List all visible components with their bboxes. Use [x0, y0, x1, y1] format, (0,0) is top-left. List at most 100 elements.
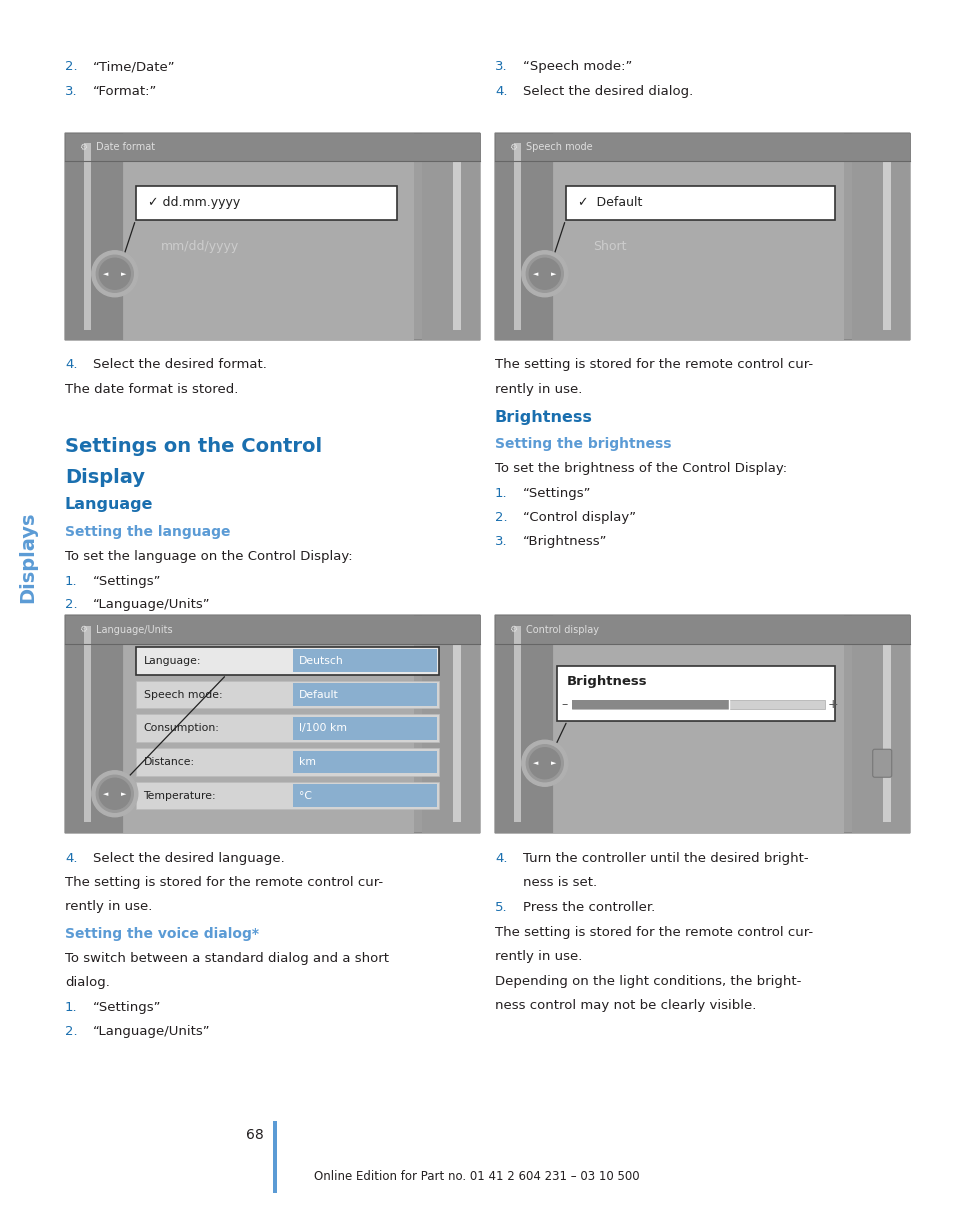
Text: To set the language on the Control Display:: To set the language on the Control Displ… — [65, 550, 353, 563]
Circle shape — [521, 740, 567, 786]
Text: rently in use.: rently in use. — [65, 900, 152, 912]
Text: Turn the controller until the desired bright-: Turn the controller until the desired br… — [522, 852, 808, 865]
Text: “Language/Units”: “Language/Units” — [92, 598, 211, 611]
Text: Deutsch: Deutsch — [299, 656, 343, 666]
Text: 4.: 4. — [495, 852, 507, 865]
Text: mm/dd/yyyy: mm/dd/yyyy — [160, 241, 238, 254]
Text: ►: ► — [551, 761, 557, 767]
Text: Display: Display — [65, 468, 145, 487]
Bar — [882, 143, 890, 329]
Text: ness control may not be clearly visible.: ness control may not be clearly visible. — [495, 999, 756, 1012]
Text: Brightness: Brightness — [567, 676, 647, 688]
Bar — [114, 615, 414, 833]
Bar — [65, 615, 479, 644]
Text: To switch between a standard dialog and a short: To switch between a standard dialog and … — [65, 953, 389, 965]
Bar — [135, 680, 438, 708]
Text: Default: Default — [299, 690, 338, 700]
Text: 2.: 2. — [495, 512, 507, 524]
Text: Press the controller.: Press the controller. — [522, 902, 655, 914]
Bar — [293, 683, 436, 706]
FancyBboxPatch shape — [65, 615, 479, 833]
Circle shape — [99, 259, 131, 289]
Text: ►: ► — [121, 791, 127, 797]
Circle shape — [526, 255, 562, 293]
Bar — [565, 186, 835, 220]
Circle shape — [91, 770, 137, 816]
Text: Speech mode: Speech mode — [525, 142, 592, 152]
Text: 2.: 2. — [65, 598, 77, 611]
Circle shape — [526, 745, 562, 781]
Text: “Language:”: “Language:” — [92, 622, 176, 635]
Bar — [293, 784, 436, 807]
Text: To set the brightness of the Control Display:: To set the brightness of the Control Dis… — [495, 462, 786, 475]
Bar — [273, 1121, 276, 1193]
Bar — [135, 714, 438, 742]
Text: Select the desired language.: Select the desired language. — [92, 852, 284, 865]
Text: dialog.: dialog. — [65, 976, 110, 989]
Text: “Settings”: “Settings” — [92, 1001, 161, 1015]
Text: 3.: 3. — [495, 535, 507, 548]
Text: Settings on the Control: Settings on the Control — [65, 437, 322, 456]
Text: +: + — [827, 697, 838, 711]
Bar — [421, 615, 479, 833]
Text: 3.: 3. — [65, 622, 77, 635]
Text: rently in use.: rently in use. — [495, 950, 581, 963]
Text: Distance:: Distance: — [143, 757, 194, 767]
Text: The setting is stored for the remote control cur-: The setting is stored for the remote con… — [65, 876, 383, 889]
FancyBboxPatch shape — [65, 132, 479, 340]
Text: 5.: 5. — [495, 902, 507, 914]
Bar — [513, 626, 520, 823]
Bar — [544, 132, 842, 340]
Text: ✓ dd.mm.yyyy: ✓ dd.mm.yyyy — [148, 197, 239, 209]
Text: Speech mode:: Speech mode: — [143, 690, 222, 700]
Circle shape — [529, 747, 559, 779]
FancyBboxPatch shape — [495, 132, 909, 340]
Text: l/100 km: l/100 km — [299, 723, 347, 734]
Text: °C: °C — [299, 791, 312, 801]
Text: rently in use.: rently in use. — [495, 383, 581, 396]
Bar — [84, 626, 91, 823]
Text: “Language/Units”: “Language/Units” — [92, 1025, 211, 1038]
Text: “Settings”: “Settings” — [522, 487, 591, 501]
Bar — [135, 186, 396, 220]
Bar — [135, 648, 438, 674]
Text: ⚙: ⚙ — [509, 142, 517, 152]
Text: 1.: 1. — [495, 487, 507, 501]
Text: –: – — [560, 697, 567, 711]
Bar — [114, 132, 414, 340]
Text: 1.: 1. — [65, 1001, 77, 1015]
Text: ◄: ◄ — [103, 791, 108, 797]
Text: ◄: ◄ — [533, 271, 537, 277]
FancyBboxPatch shape — [65, 132, 123, 340]
Bar — [293, 717, 436, 740]
Bar — [453, 626, 461, 823]
Bar — [135, 781, 438, 809]
Text: Control display: Control display — [525, 625, 598, 634]
FancyBboxPatch shape — [495, 615, 909, 833]
Text: Consumption:: Consumption: — [143, 723, 219, 734]
FancyBboxPatch shape — [872, 750, 891, 778]
Text: Displays: Displays — [18, 512, 37, 604]
Circle shape — [99, 779, 131, 809]
Text: Short: Short — [593, 241, 626, 254]
Text: ⚙: ⚙ — [509, 626, 517, 634]
Text: Brightness: Brightness — [495, 409, 592, 425]
Bar — [557, 666, 835, 720]
Circle shape — [96, 255, 133, 293]
Text: Select the desired format.: Select the desired format. — [92, 358, 267, 371]
Text: Language: Language — [65, 497, 153, 512]
Text: 3.: 3. — [495, 60, 507, 73]
Text: Setting the brightness: Setting the brightness — [495, 437, 671, 451]
Circle shape — [91, 250, 137, 296]
Text: 4.: 4. — [495, 85, 507, 98]
Bar — [513, 143, 520, 329]
Bar — [495, 132, 909, 160]
FancyBboxPatch shape — [65, 615, 123, 833]
Text: “Control display”: “Control display” — [522, 512, 636, 524]
Bar — [293, 751, 436, 774]
Text: Setting the voice dialog*: Setting the voice dialog* — [65, 927, 258, 940]
Text: “Brightness”: “Brightness” — [522, 535, 607, 548]
Bar — [495, 615, 909, 644]
Text: 1.: 1. — [65, 575, 77, 588]
Text: Language:: Language: — [143, 656, 201, 666]
